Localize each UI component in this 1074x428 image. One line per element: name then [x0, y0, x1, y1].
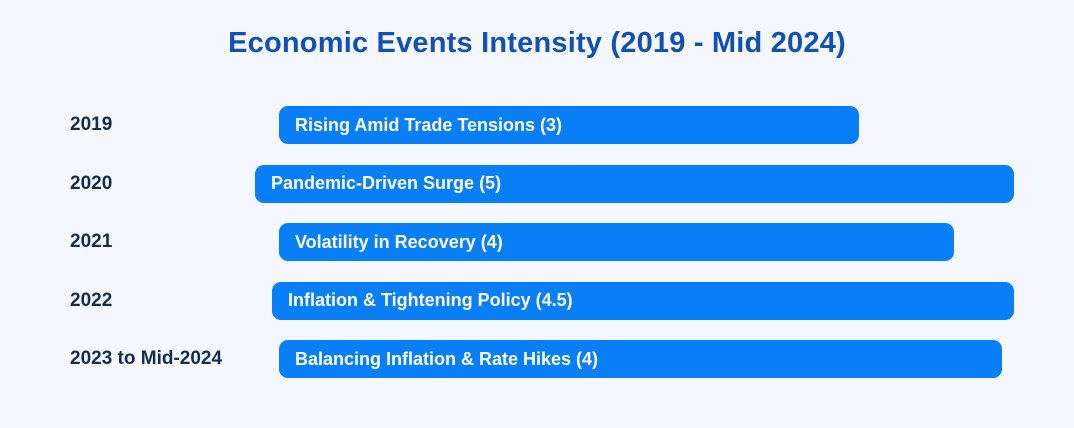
- bar-label: Inflation & Tightening Policy (4.5): [288, 290, 573, 310]
- bar-label: Balancing Inflation & Rate Hikes (4): [295, 348, 599, 369]
- intensity-bar: Pandemic-Driven Surge (5): [255, 164, 1014, 203]
- chart-row: 2020 Pandemic-Driven Surge (5): [0, 164, 1074, 203]
- intensity-bar: Rising Amid Trade Tensions (3): [279, 106, 859, 144]
- intensity-bar: Volatility in Recovery (4): [279, 223, 954, 261]
- intensity-bar: Balancing Inflation & Rate Hikes (4): [279, 340, 1002, 378]
- row-year-label: 2021: [70, 231, 113, 252]
- chart-row: 2022 Inflation & Tightening Policy (4.5): [0, 281, 1074, 320]
- row-year-label: 2023 to Mid-2024: [70, 348, 223, 369]
- chart-title: Economic Events Intensity (2019 - Mid 20…: [228, 27, 846, 59]
- bar-label: Pandemic-Driven Surge (5): [271, 173, 502, 193]
- chart-row: 2019 Rising Amid Trade Tensions (3): [0, 106, 1074, 144]
- chart-row: 2021 Volatility in Recovery (4): [0, 223, 1074, 261]
- bar-label: Volatility in Recovery (4): [295, 231, 503, 252]
- row-year-label: 2022: [70, 289, 113, 311]
- intensity-bar: Inflation & Tightening Policy (4.5): [272, 281, 1014, 320]
- row-year-label: 2019: [70, 114, 113, 135]
- chart-row: 2023 to Mid-2024 Balancing Inflation & R…: [0, 340, 1074, 378]
- row-year-label: 2020: [70, 172, 113, 194]
- bar-label: Rising Amid Trade Tensions (3): [295, 114, 563, 135]
